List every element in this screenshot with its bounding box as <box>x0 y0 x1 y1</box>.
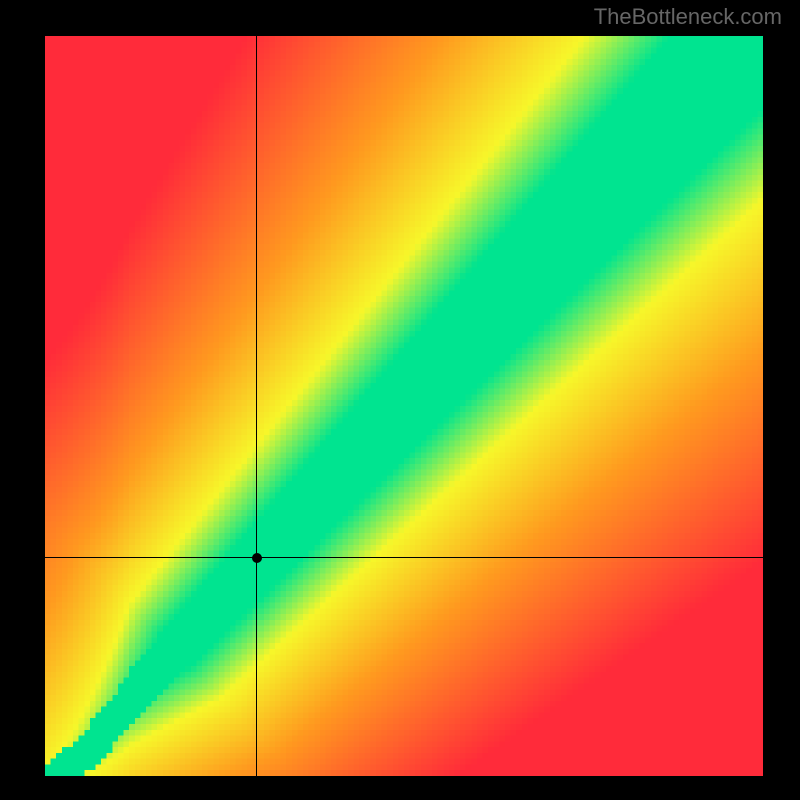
bottleneck-heatmap <box>45 36 763 776</box>
watermark-text: TheBottleneck.com <box>594 4 782 30</box>
selection-marker <box>252 553 262 563</box>
crosshair-vertical <box>256 36 257 776</box>
crosshair-horizontal <box>45 557 763 558</box>
bottleneck-chart-container: TheBottleneck.com <box>0 0 800 800</box>
